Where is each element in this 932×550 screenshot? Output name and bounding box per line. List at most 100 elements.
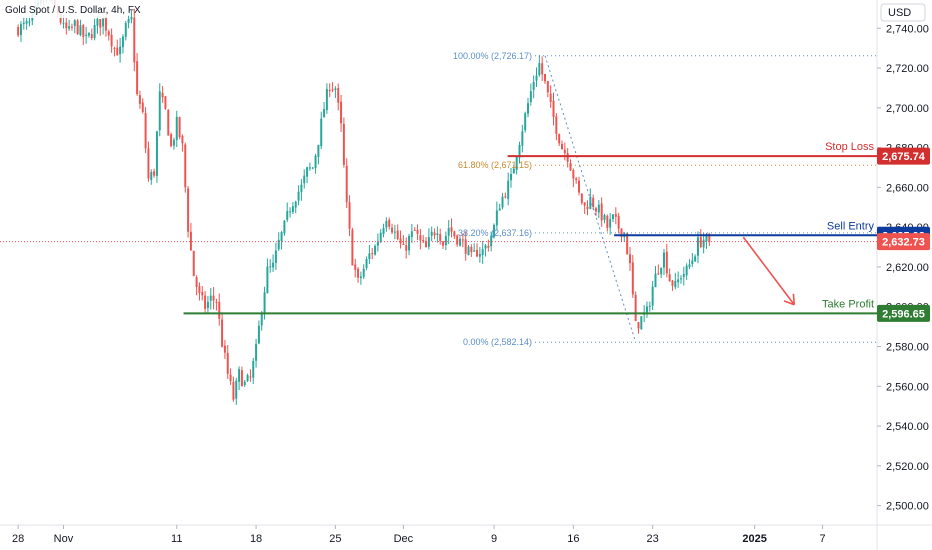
y-tick-label: 2,580.00 bbox=[886, 342, 929, 354]
candle bbox=[493, 223, 496, 239]
candle bbox=[181, 134, 184, 152]
candle bbox=[130, 10, 133, 24]
candle bbox=[592, 194, 595, 210]
candle bbox=[204, 291, 207, 314]
candles[interactable] bbox=[17, 0, 711, 405]
candle bbox=[490, 231, 493, 252]
candle bbox=[538, 55, 541, 77]
candle bbox=[572, 168, 575, 188]
candle bbox=[348, 195, 351, 237]
fib-level-label: 100.00% (2,726.17) bbox=[453, 51, 532, 61]
x-tick-label: 11 bbox=[171, 533, 182, 545]
candle bbox=[201, 286, 204, 301]
candle bbox=[467, 245, 470, 256]
candle bbox=[19, 21, 22, 42]
candle bbox=[175, 110, 178, 147]
candle bbox=[351, 227, 354, 266]
candle bbox=[660, 267, 663, 279]
candle bbox=[300, 179, 303, 201]
candle bbox=[232, 376, 235, 402]
candle bbox=[583, 202, 586, 214]
x-tick-label: 25 bbox=[329, 533, 341, 545]
projection-arrow[interactable] bbox=[742, 236, 796, 306]
candle bbox=[308, 162, 311, 171]
candle bbox=[677, 271, 680, 288]
y-tick-label: 2,700.00 bbox=[886, 103, 929, 115]
candle bbox=[65, 18, 68, 35]
candle bbox=[459, 236, 462, 247]
candle bbox=[113, 46, 116, 57]
current-price-badge bbox=[877, 233, 930, 251]
current-price-label: 2,632.73 bbox=[882, 237, 925, 249]
candle bbox=[158, 83, 161, 137]
candle bbox=[408, 233, 411, 256]
candle bbox=[382, 223, 385, 238]
candle bbox=[393, 224, 396, 240]
candle bbox=[662, 248, 665, 276]
symbol-title: Gold Spot / U.S. Dollar, 4h, FX bbox=[5, 5, 141, 16]
candle bbox=[413, 227, 416, 231]
candle bbox=[388, 217, 391, 230]
candle bbox=[342, 117, 345, 168]
candle bbox=[484, 243, 487, 257]
candle bbox=[133, 8, 136, 72]
candle bbox=[578, 176, 580, 196]
y-tick-label: 2,540.00 bbox=[886, 421, 929, 433]
candle bbox=[600, 197, 603, 227]
candle bbox=[294, 200, 297, 214]
candle bbox=[558, 133, 561, 147]
candle bbox=[679, 275, 682, 284]
take-profit[interactable]: Take Profit 2,596.65 bbox=[183, 298, 930, 322]
x-tick-label: 18 bbox=[250, 533, 262, 545]
candle bbox=[425, 237, 428, 248]
candle bbox=[668, 268, 671, 282]
sell-entry-title: Sell Entry bbox=[827, 220, 875, 232]
candle bbox=[195, 275, 198, 296]
candle bbox=[266, 258, 269, 294]
candle bbox=[473, 243, 476, 252]
stop-loss-title: Stop Loss bbox=[825, 141, 874, 153]
candle bbox=[447, 220, 450, 245]
fib-level-label: 0.00% (2,582.14) bbox=[463, 337, 532, 347]
currency-button[interactable]: USD bbox=[880, 3, 926, 22]
x-tick-label: 23 bbox=[647, 533, 659, 545]
candle bbox=[521, 124, 524, 153]
x-tick-label: 28 bbox=[12, 533, 24, 545]
x-tick-label: 2025 bbox=[742, 533, 766, 545]
candle bbox=[221, 312, 224, 348]
candle bbox=[323, 102, 326, 118]
candle bbox=[206, 295, 209, 314]
current-price: 2,632.73 bbox=[877, 233, 930, 251]
candle bbox=[274, 242, 277, 271]
candle bbox=[249, 369, 252, 382]
candle bbox=[170, 132, 173, 148]
candle bbox=[563, 142, 566, 161]
x-axis[interactable]: 28 Nov 11 18 25 Dec 9 16 23 2025 7 bbox=[12, 525, 826, 545]
candle bbox=[269, 259, 272, 273]
candle bbox=[524, 111, 527, 133]
candle bbox=[124, 20, 127, 41]
candle bbox=[87, 32, 90, 38]
candle bbox=[136, 52, 139, 96]
stop-loss[interactable]: Stop Loss 2,675.74 bbox=[507, 141, 930, 165]
candle bbox=[209, 288, 212, 310]
candle bbox=[289, 207, 292, 218]
candle bbox=[138, 90, 141, 109]
candle bbox=[609, 213, 612, 235]
candle bbox=[699, 229, 702, 249]
candle bbox=[444, 231, 447, 251]
candle bbox=[552, 92, 555, 126]
candle bbox=[544, 73, 547, 84]
fibonacci-retracement[interactable]: 100.00% (2,726.17) 61.80% (2,671.15) 38.20… bbox=[453, 51, 877, 347]
candle bbox=[243, 380, 246, 387]
candle bbox=[25, 17, 28, 30]
candle bbox=[478, 247, 481, 263]
candle bbox=[240, 366, 243, 387]
candle bbox=[555, 113, 558, 141]
candle bbox=[702, 232, 705, 254]
candle bbox=[671, 279, 674, 291]
x-tick-label: Dec bbox=[394, 533, 414, 545]
candle bbox=[141, 98, 144, 114]
candle bbox=[685, 263, 688, 280]
